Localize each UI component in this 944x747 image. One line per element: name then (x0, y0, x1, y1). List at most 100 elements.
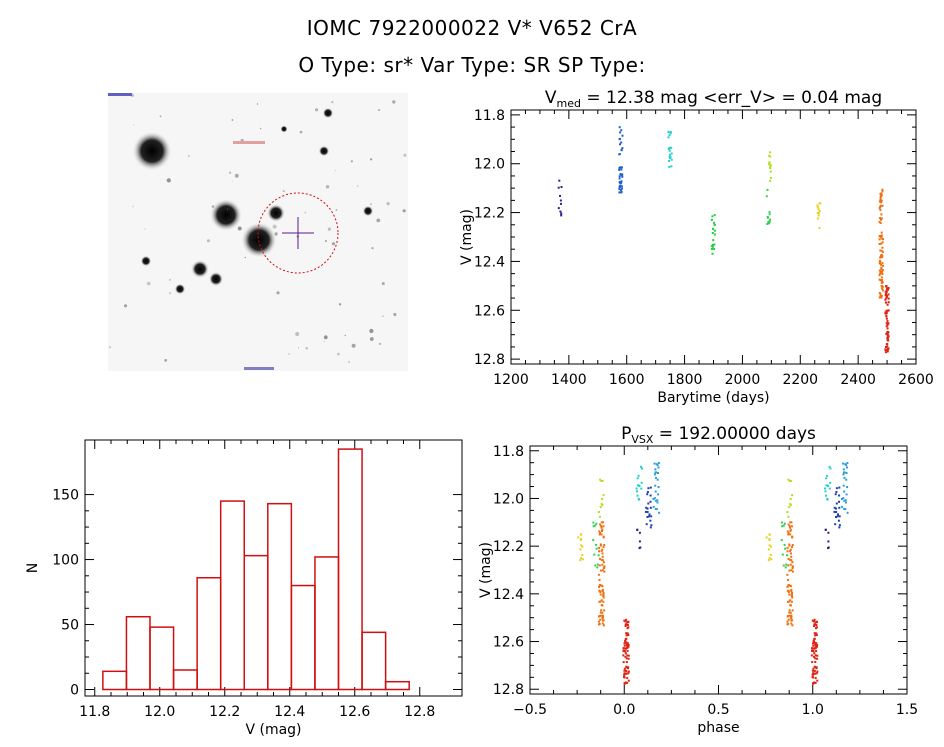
phase-point-repeat (782, 524, 785, 527)
phase-point-repeat (827, 547, 829, 550)
lightcurve-point (618, 153, 621, 156)
phase-point (581, 554, 584, 556)
phase-point-repeat (789, 526, 791, 529)
lightcurve-point (881, 287, 883, 290)
lightcurve-point (618, 138, 621, 141)
phase-point-repeat (785, 563, 788, 566)
phase-point-repeat (789, 521, 792, 524)
phase-point-repeat (843, 471, 846, 474)
phase-point (654, 468, 657, 471)
star-6 (318, 145, 330, 157)
phase-point (627, 626, 630, 629)
phase-point-repeat (814, 644, 817, 647)
star-field (109, 93, 407, 363)
lightcurve-y-tick-label: 12.6 (474, 303, 505, 319)
phase-point (657, 466, 660, 469)
phase-point (653, 497, 656, 500)
phase-point-repeat (789, 550, 792, 553)
phase-point-repeat (812, 667, 815, 670)
lightcurve-point (669, 131, 672, 134)
phase-point (649, 506, 652, 509)
phase-point (623, 619, 626, 622)
phase-point-repeat (791, 570, 794, 573)
lightcurve-point (884, 351, 887, 354)
lightcurve-point (713, 243, 716, 246)
phase-point (656, 499, 659, 502)
phase-point-repeat (834, 493, 837, 496)
faint-star (376, 218, 381, 223)
phase-point (593, 553, 596, 556)
lightcurve-point (557, 186, 560, 189)
lightcurve-point (886, 287, 889, 290)
phase-point (600, 502, 603, 505)
lightcurve-point (711, 252, 714, 255)
lightcurve-point (770, 177, 772, 179)
phase-point (646, 516, 649, 518)
phase-point (580, 557, 583, 560)
phase-point-repeat (786, 600, 789, 603)
lightcurve-point (559, 199, 562, 202)
phase-point (592, 521, 595, 524)
lightcurve-point (885, 285, 888, 288)
lightcurve-point (882, 264, 884, 267)
faint-star (132, 205, 134, 208)
lightcurve-point (816, 204, 819, 207)
phase-point (656, 501, 659, 504)
phase-point (648, 513, 651, 516)
phase-point-repeat (788, 611, 791, 614)
phase-point-repeat (788, 543, 791, 546)
phase-point-repeat (790, 600, 793, 603)
phase-point-repeat (791, 567, 794, 569)
phase-point (655, 463, 658, 466)
lightcurve-x-tick-label: 1800 (667, 372, 703, 388)
faint-star (133, 124, 135, 126)
lightcurve-point (887, 331, 890, 334)
lightcurve-point (620, 180, 623, 183)
lightcurve-point (885, 288, 888, 291)
phase-point (624, 652, 627, 655)
phase-point-repeat (828, 487, 831, 490)
phase-point (598, 564, 601, 567)
faint-star (324, 240, 327, 242)
phase-point (598, 530, 601, 533)
faint-star (169, 292, 171, 295)
faint-star (169, 279, 171, 281)
lightcurve-point (884, 349, 887, 352)
lightcurve-title-rest: = 12.38 mag <err_V> = 0.04 mag (581, 88, 882, 108)
target-circle (257, 192, 339, 274)
phase-point (653, 473, 656, 476)
phase-point-repeat (845, 478, 848, 481)
lightcurve-point (769, 179, 772, 182)
phase-point-repeat (815, 642, 818, 645)
histogram-bar (267, 502, 293, 691)
lightcurve-point (880, 199, 883, 202)
phase-point-repeat (813, 652, 816, 655)
lightcurve-point (885, 317, 888, 320)
phase-point-repeat (814, 661, 817, 663)
phase-point (626, 646, 629, 649)
phase-point-repeat (813, 681, 816, 684)
phase-point (599, 544, 602, 547)
lightcurve-point (768, 213, 771, 216)
phase-point (601, 563, 604, 566)
lightcurve-point (769, 167, 772, 170)
lightcurve-point (620, 141, 623, 144)
lightcurve-point (620, 174, 623, 177)
phase-y-tick-label: 11.8 (493, 444, 524, 460)
phase-point-repeat (791, 536, 794, 539)
histogram-bar (361, 631, 387, 691)
phase-point (597, 573, 600, 576)
faint-star (211, 205, 215, 208)
star-7 (140, 255, 152, 267)
faint-star (144, 228, 146, 230)
phase-y-tick-label: 12.6 (493, 635, 524, 651)
lightcurve-point (886, 327, 889, 330)
faint-star (369, 337, 374, 341)
star-3 (267, 204, 285, 222)
histogram-bar (337, 448, 363, 691)
phase-frame (529, 445, 908, 695)
phase-point-repeat (824, 487, 827, 490)
phase-point (638, 547, 641, 550)
lightcurve-point (878, 274, 881, 277)
